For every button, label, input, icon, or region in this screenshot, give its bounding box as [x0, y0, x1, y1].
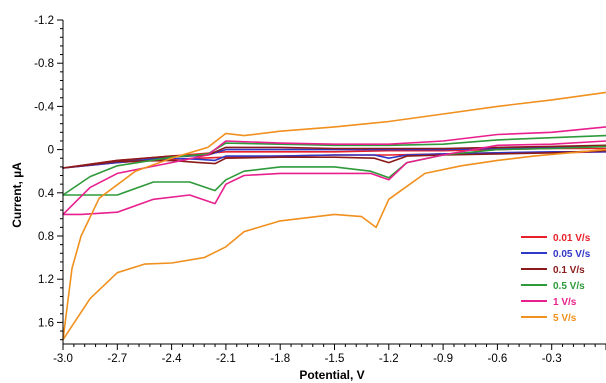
- y-tick-label-4: 0.4: [38, 188, 55, 200]
- legend-label: 5 V/s: [553, 313, 577, 324]
- y-tick-label-5: 0.8: [38, 231, 54, 243]
- legend-entry-4: 1 V/s: [521, 297, 577, 308]
- x-tick-label-7: -0.9: [433, 353, 453, 365]
- x-tick-label-2: -2.4: [162, 353, 182, 365]
- y-tick-label-1: -0.8: [34, 58, 54, 70]
- y-tick-label-6: 1.2: [38, 274, 54, 286]
- y-tick-label-0: -1.2: [34, 15, 54, 27]
- x-axis-title: Potential, V: [299, 368, 364, 382]
- x-tick-label-6: -1.2: [379, 353, 399, 365]
- legend-entry-1: 0.05 V/s: [521, 249, 591, 260]
- x-tick-label-5: -1.5: [325, 353, 345, 365]
- y-tick-label-7: 1.6: [38, 317, 54, 329]
- y-axis-title: Current, µA: [10, 162, 24, 228]
- x-tick-label-4: -1.8: [270, 353, 290, 365]
- series-layer: [62, 91, 606, 341]
- legend: 0.01 V/s 0.05 V/s 0.1 V/s 0.5 V/s 1 V/s 5 V/s: [521, 233, 591, 324]
- legend-label: 0.5 V/s: [553, 281, 585, 292]
- legend-entry-3: 0.5 V/s: [521, 281, 585, 292]
- x-tick-label-9: -0.3: [542, 353, 562, 365]
- y-tick-label-2: -0.4: [34, 101, 54, 113]
- x-tick-label-1: -2.7: [107, 353, 127, 365]
- legend-label: 0.1 V/s: [553, 265, 585, 276]
- series-line-4: [62, 126, 606, 216]
- x-tick-label-0: -3.0: [53, 353, 73, 365]
- x-tick-label-8: -0.6: [487, 353, 507, 365]
- legend-label: 0.01 V/s: [553, 233, 591, 244]
- ticks-layer: -3.0 -2.7 -2.4 -2.1 -1.8 -1.5 -1.2 -0.9 -0.6 -0.3…: [34, 15, 606, 365]
- series-line-1: [62, 145, 606, 169]
- legend-label: 1 V/s: [553, 297, 577, 308]
- legend-entry-2: 0.1 V/s: [521, 265, 585, 276]
- series-line-3: [62, 134, 606, 196]
- x-tick-label-3: -2.1: [216, 353, 236, 365]
- legend-entry-0: 0.01 V/s: [521, 233, 591, 244]
- legend-label: 0.05 V/s: [553, 249, 591, 260]
- legend-entry-5: 5 V/s: [521, 313, 577, 324]
- series-line-5: [62, 91, 606, 341]
- y-tick-label-3: 0: [48, 145, 54, 157]
